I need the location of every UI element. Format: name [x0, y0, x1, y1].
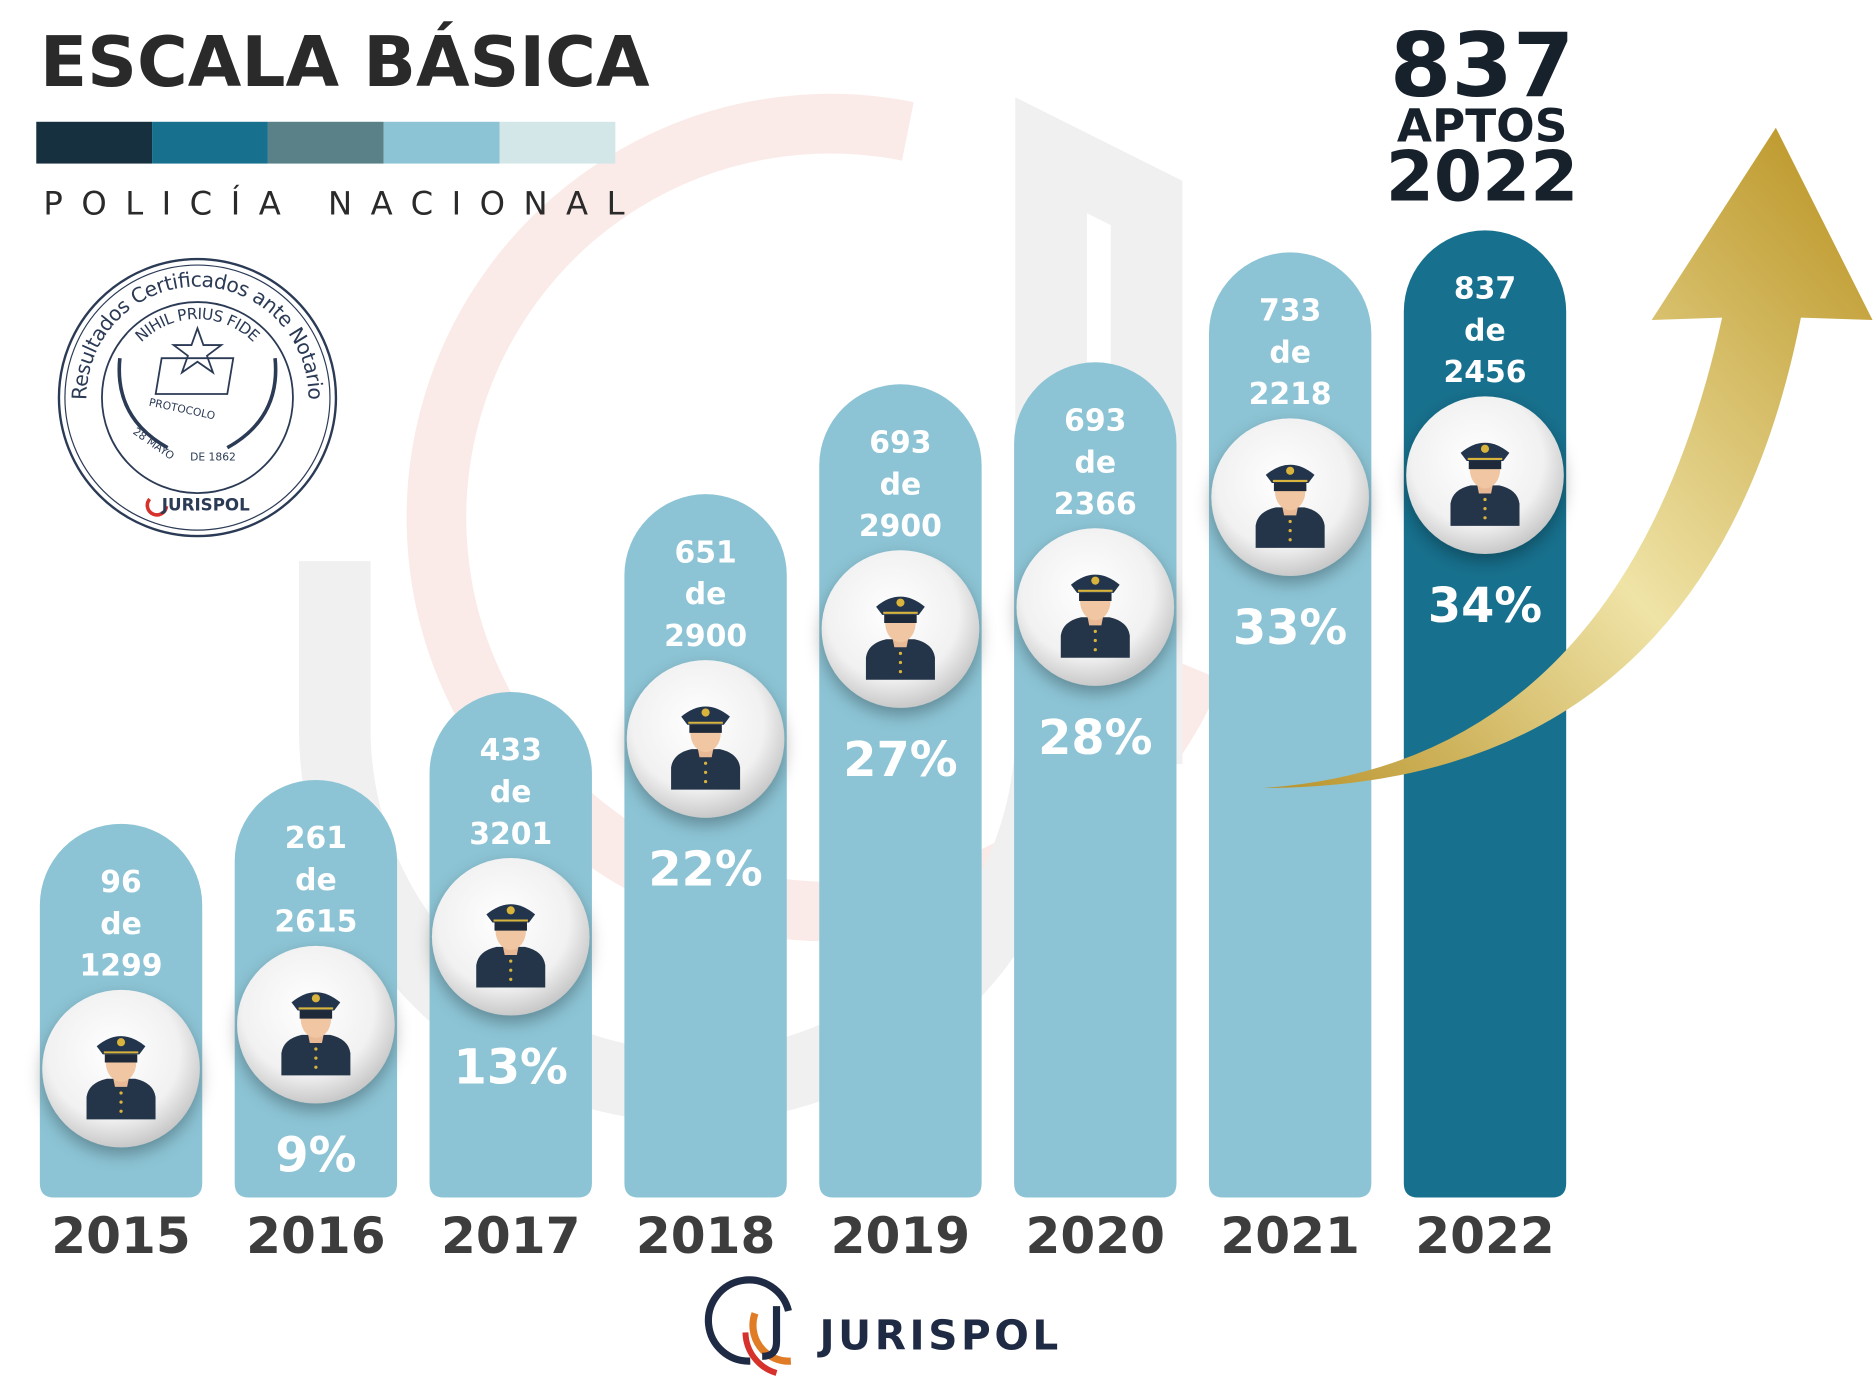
x-tick-label: 2019	[831, 1206, 971, 1265]
aptos-label: 96	[100, 865, 142, 900]
presentados-label: 2366	[1054, 487, 1137, 522]
value-label: 34%	[1428, 579, 1542, 634]
x-tick-label: 2015	[51, 1206, 191, 1265]
value-label: 28%	[1038, 711, 1152, 766]
connector-label: de	[490, 775, 532, 810]
presentados-label: 3201	[469, 817, 552, 852]
value-label: 22%	[648, 843, 762, 898]
footer-logo: JURISPOL	[704, 1276, 1061, 1376]
presentados-label: 2615	[274, 905, 357, 940]
aptos-label: 261	[285, 821, 347, 856]
aptos-label: 693	[1064, 404, 1126, 439]
x-tick-label: 2016	[246, 1206, 386, 1265]
connector-label: de	[1074, 445, 1116, 480]
footer-brand: JURISPOL	[816, 1311, 1061, 1359]
presentados-label: 2900	[664, 619, 747, 654]
seal: Resultados Certificados ante Notario NIH…	[57, 257, 338, 538]
seal-motto-text: NIHIL PRIUS FIDE	[132, 304, 264, 345]
seal-brand: JURISPOL	[161, 495, 250, 515]
connector-label: de	[1464, 313, 1506, 348]
aptos-label: 651	[674, 535, 736, 570]
aptos-label: 837	[1454, 272, 1516, 307]
subtitle: POLICÍA NACIONAL	[43, 184, 643, 222]
x-tick-label: 2021	[1220, 1206, 1360, 1265]
aptos-label: 693	[869, 425, 931, 460]
seal-ring: Resultados Certificados ante Notario	[67, 267, 328, 400]
connector-label: de	[100, 907, 142, 942]
seal-ring-text: Resultados Certificados ante Notario	[67, 267, 328, 400]
value-label: 33%	[1233, 601, 1347, 656]
presentados-label: 2218	[1249, 377, 1332, 412]
presentados-label: 1299	[80, 949, 163, 984]
seal-date: DE 1862	[190, 450, 236, 463]
x-tick-label: 2020	[1026, 1206, 1166, 1265]
x-tick-label: 2017	[441, 1206, 581, 1265]
headline-number: 837	[1390, 14, 1574, 117]
bars: 96 de 1299 2015 261 de 2615 9% 2016 433 de 3201 13% 2…	[39, 230, 1567, 1265]
bar	[624, 494, 787, 1198]
title: ESCALA BÁSICA	[40, 21, 650, 103]
value-label: 9%	[275, 1128, 356, 1183]
connector-label: de	[880, 467, 922, 502]
color-strip	[36, 121, 616, 164]
headline-label: APTOS	[1397, 99, 1568, 152]
connector-label: de	[295, 863, 337, 898]
trend-arrow	[1262, 127, 1873, 788]
bar	[819, 384, 982, 1198]
connector-label: de	[1269, 335, 1311, 370]
aptos-label: 433	[480, 733, 542, 768]
headline-year: 2022	[1386, 138, 1579, 218]
seal-date: 28 MAYO	[130, 425, 176, 463]
value-label: 13%	[454, 1040, 568, 1095]
presentados-label: 2900	[859, 509, 942, 544]
x-tick-label: 2018	[636, 1206, 776, 1265]
value-label: 27%	[843, 733, 957, 788]
x-tick-label: 2022	[1415, 1206, 1555, 1265]
seal-motto: NIHIL PRIUS FIDE	[132, 304, 264, 345]
seal-book: PROTOCOLO	[148, 396, 217, 423]
connector-label: de	[685, 577, 727, 612]
aptos-label: 733	[1259, 294, 1321, 329]
presentados-label: 2456	[1443, 355, 1526, 390]
